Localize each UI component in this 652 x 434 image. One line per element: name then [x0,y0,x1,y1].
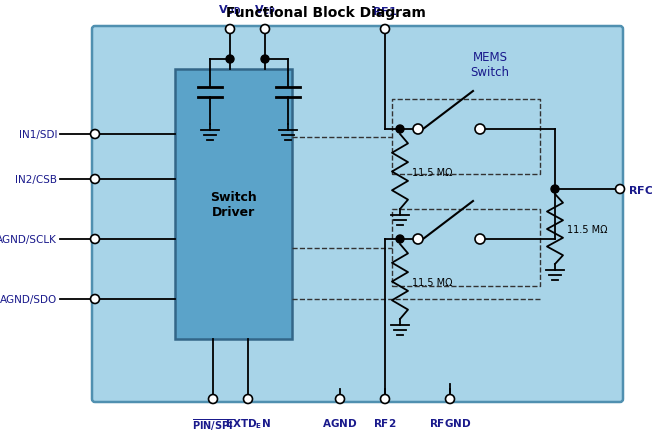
Text: $\mathbf{RF2}$: $\mathbf{RF2}$ [374,416,396,428]
Text: $\mathbf{RFC}$: $\mathbf{RFC}$ [628,184,652,196]
Circle shape [91,235,100,244]
Text: $\mathbf{RFGND}$: $\mathbf{RFGND}$ [429,416,471,428]
Circle shape [261,56,269,64]
Bar [175,70,292,339]
Text: AGND/SCLK: AGND/SCLK [0,234,57,244]
Circle shape [261,26,269,34]
Circle shape [243,395,252,404]
Circle shape [413,234,423,244]
Text: IN2/CSB: IN2/CSB [15,174,57,184]
Circle shape [445,395,454,404]
Circle shape [226,56,234,64]
Text: 11.5 MΩ: 11.5 MΩ [412,167,452,177]
Text: Switch
Driver: Switch Driver [210,191,257,218]
Text: $\mathbf{V_{DD}}$: $\mathbf{V_{DD}}$ [218,3,242,17]
Text: 11.5 MΩ: 11.5 MΩ [412,277,452,287]
Text: Functional Block Diagram: Functional Block Diagram [226,6,426,20]
Text: AGND/SDO: AGND/SDO [0,294,57,304]
Text: $\mathbf{RF1}$: $\mathbf{RF1}$ [372,5,398,17]
Circle shape [615,185,625,194]
Circle shape [226,26,235,34]
Text: $\mathbf{V_{CP}}$: $\mathbf{V_{CP}}$ [254,3,276,17]
Circle shape [413,125,423,135]
Text: 11.5 MΩ: 11.5 MΩ [567,224,608,234]
Text: IN1/SDI: IN1/SDI [18,130,57,140]
Circle shape [209,395,218,404]
Circle shape [91,295,100,304]
Circle shape [551,186,559,194]
Circle shape [336,395,344,404]
Circle shape [475,234,485,244]
Circle shape [475,125,485,135]
Circle shape [381,26,389,34]
Circle shape [396,236,404,243]
Text: $\mathbf{AGND}$: $\mathbf{AGND}$ [322,416,358,428]
Circle shape [91,130,100,139]
Text: $\overline{\mathbf{PIN/SPI}}$: $\overline{\mathbf{PIN/SPI}}$ [192,416,234,432]
Circle shape [396,126,404,134]
Text: $\mathbf{EXTD_EN}$: $\mathbf{EXTD_EN}$ [225,416,271,430]
Text: MEMS
Switch: MEMS Switch [471,51,509,79]
Circle shape [381,395,389,404]
Circle shape [91,175,100,184]
FancyBboxPatch shape [92,27,623,402]
